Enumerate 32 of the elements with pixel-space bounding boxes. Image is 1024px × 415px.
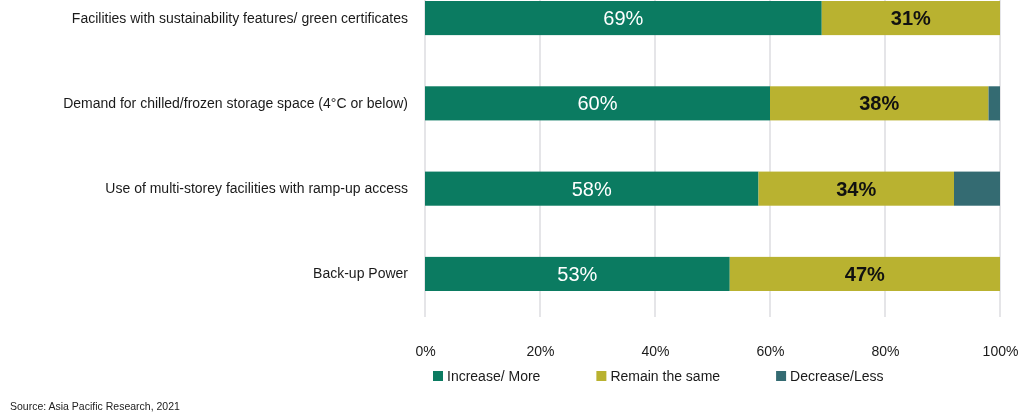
y-tick-label: Use of multi-storey facilities with ramp-up access <box>105 180 408 197</box>
x-tick-label: 60% <box>756 342 785 359</box>
data-label: 69% <box>603 7 644 30</box>
bar <box>821 1 1000 36</box>
data-label: 31% <box>890 7 932 30</box>
x-tick-label: 80% <box>871 342 900 359</box>
bar <box>770 86 989 121</box>
bar <box>425 86 770 121</box>
y-tick-label: Back-up Power <box>313 265 409 282</box>
legend-label: Remain the same <box>610 368 721 384</box>
y-tick-label: Demand for chilled/frozen storage space (4°C or below) <box>63 94 408 111</box>
data-label: 34% <box>836 177 877 200</box>
data-label: 38% <box>859 92 900 115</box>
data-label: 58% <box>571 177 612 200</box>
data-label: 60% <box>577 92 618 115</box>
x-tick-label: 100% <box>982 342 1019 359</box>
bar <box>425 1 822 36</box>
bar <box>425 256 730 291</box>
legend-label: Decrease/Less <box>790 368 884 384</box>
bar <box>954 171 1000 206</box>
bar <box>758 171 954 206</box>
source-note: Source: Asia Pacific Research, 2021 <box>10 400 180 412</box>
y-tick-label: Facilities with sustainability features/ green certificates <box>71 9 408 26</box>
x-tick-label: 20% <box>526 342 555 359</box>
data-label: 53% <box>557 262 598 285</box>
data-label: 47% <box>844 262 886 285</box>
bar <box>988 86 1000 121</box>
bar <box>425 171 759 206</box>
bar <box>729 256 1000 291</box>
legend-label: Increase/ More <box>447 368 541 384</box>
x-tick-label: 40% <box>641 342 670 359</box>
x-tick-label: 0% <box>415 342 436 359</box>
